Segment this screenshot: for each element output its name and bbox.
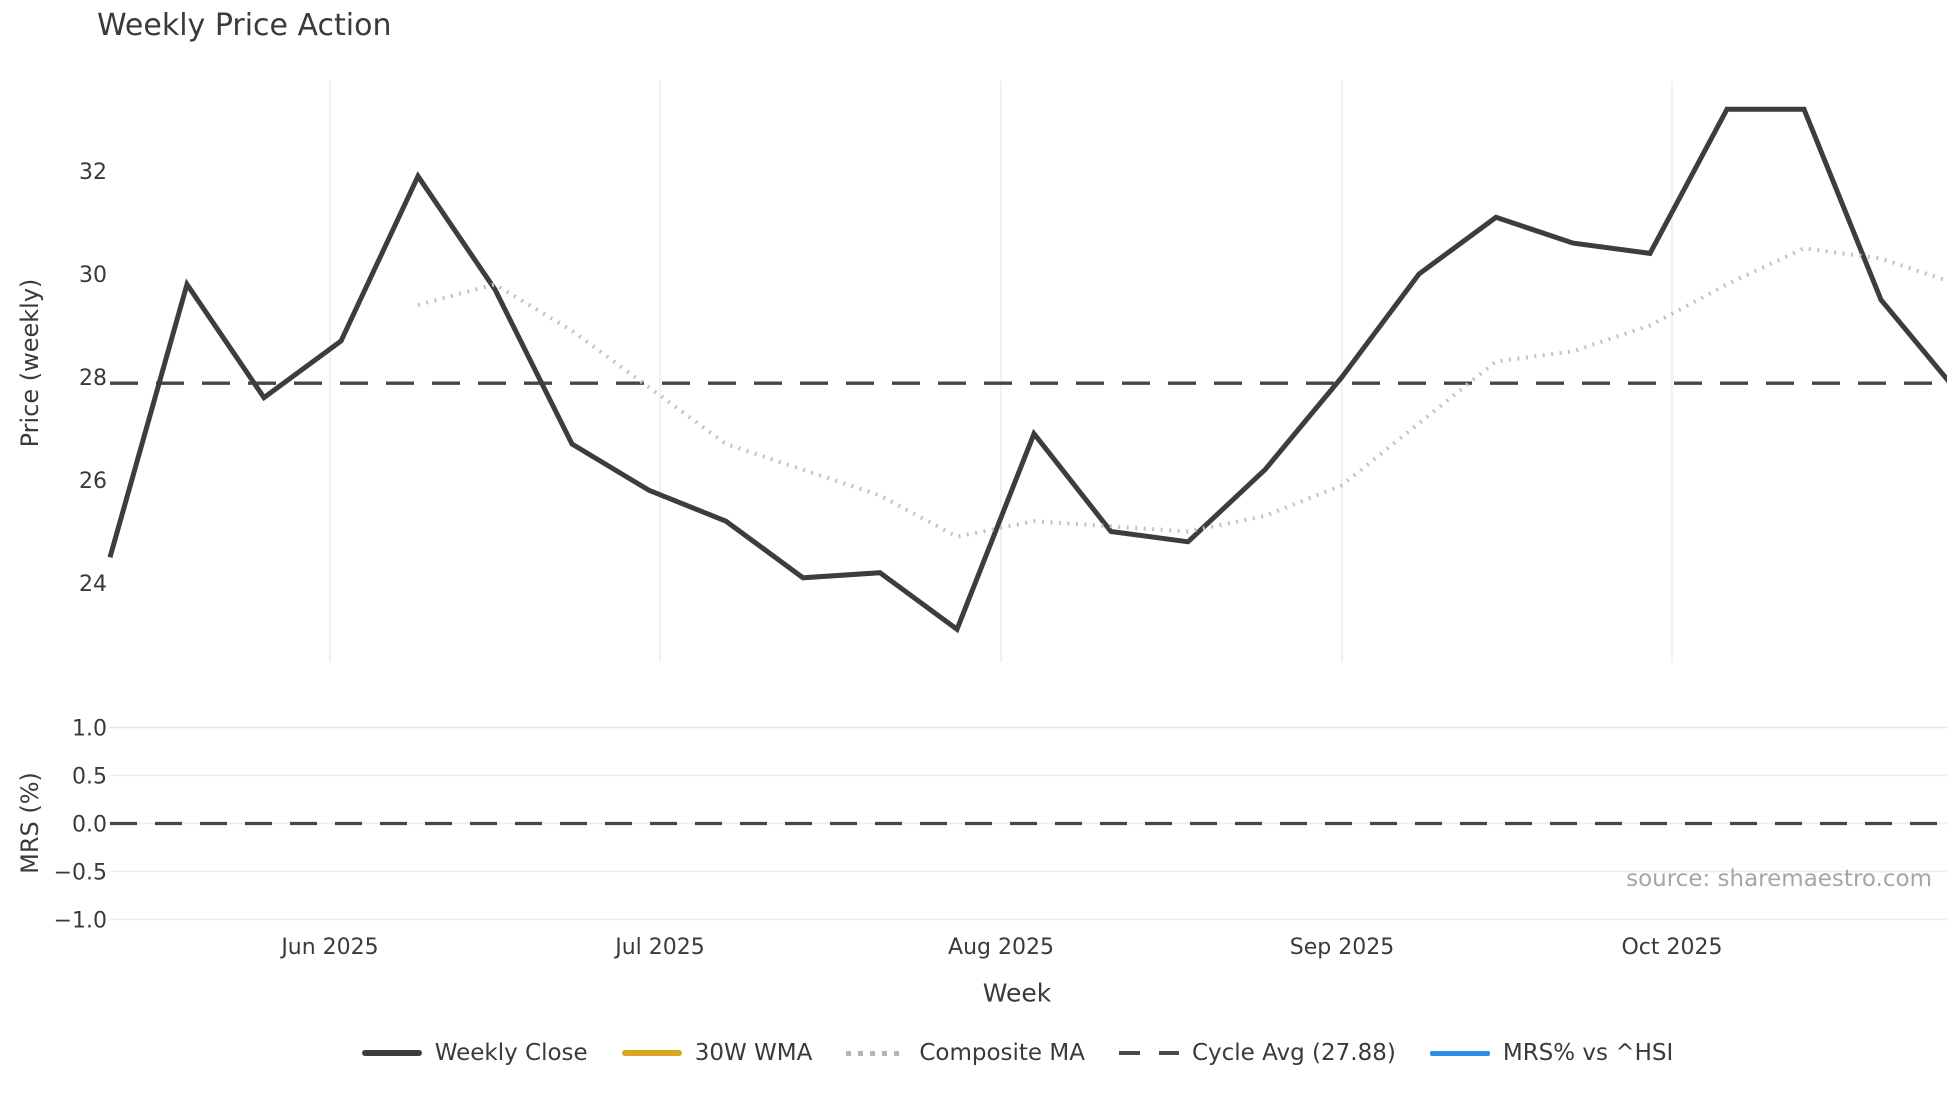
legend-label: Composite MA	[919, 1040, 1085, 1066]
x-tick-label: Jun 2025	[279, 935, 378, 960]
legend-label: Cycle Avg (27.88)	[1191, 1040, 1396, 1066]
chart-title: Weekly Price Action	[97, 8, 392, 43]
x-tick-label: Aug 2025	[948, 935, 1054, 960]
solid-gold-line-icon	[621, 1050, 682, 1056]
mrs-tick-label: 0.5	[72, 765, 107, 790]
weekly-close-line	[107, 106, 1947, 634]
legend-item-mrs-vs-hsi: MRS% vs ^HSI	[1429, 1040, 1674, 1066]
mrs-tick-label: 0.0	[72, 813, 107, 838]
x-axis-label: Week	[982, 978, 1052, 1008]
price-tick-label: 32	[79, 160, 107, 185]
price-tick-label: 26	[79, 469, 107, 494]
price-axis-label: Price (weekly)	[16, 278, 44, 448]
x-tick-label: Oct 2025	[1621, 935, 1722, 960]
x-tick-label: Jul 2025	[613, 935, 705, 960]
mrs-tick-label: 1.0	[72, 717, 107, 742]
source-note: source: sharemaestro.com	[1626, 866, 1932, 892]
price-tick-label: 24	[79, 572, 107, 597]
legend-item-cycle-avg: Cycle Avg (27.88)	[1118, 1040, 1396, 1066]
legend-label: MRS% vs ^HSI	[1502, 1040, 1674, 1066]
legend-label: 30W WMA	[694, 1040, 813, 1066]
mrs-tick-label: −0.5	[54, 861, 107, 886]
mrs-axis-label: MRS (%)	[16, 772, 44, 874]
legend-label: Weekly Close	[434, 1040, 588, 1066]
legend-item-30w-wma: 30W WMA	[621, 1040, 813, 1066]
price-tick-label: 30	[79, 263, 107, 288]
dashed-dark-line-icon	[1118, 1051, 1179, 1055]
x-tick-label: Sep 2025	[1290, 935, 1394, 960]
mrs-tick-label: −1.0	[54, 909, 107, 934]
solid-dark-line-icon	[361, 1050, 422, 1056]
price-tick-label: 28	[79, 366, 107, 391]
dotted-gray-line-icon	[846, 1050, 907, 1056]
legend-item-composite-ma: Composite MA	[846, 1040, 1085, 1066]
legend-item-weekly-close: Weekly Close	[361, 1040, 588, 1066]
solid-blue-line-icon	[1429, 1050, 1490, 1056]
legend: Weekly Close 30W WMA Composite MA Cycle …	[88, 1036, 1947, 1070]
composite-ma-line	[417, 246, 1947, 539]
